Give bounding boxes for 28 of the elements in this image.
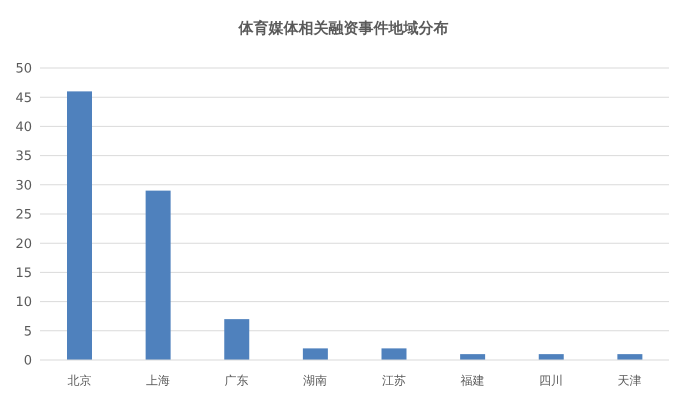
chart-title: 体育媒体相关融资事件地域分布 — [237, 18, 450, 39]
bar — [460, 354, 486, 360]
x-tick-label: 湖南 — [303, 374, 328, 388]
bar — [538, 354, 564, 360]
bar — [224, 319, 250, 360]
y-tick-label: 30 — [15, 178, 32, 194]
x-tick-label: 广东 — [224, 374, 249, 388]
y-tick-label: 25 — [15, 208, 32, 223]
x-tick-label: 天津 — [618, 374, 642, 388]
y-tick-label: 45 — [15, 90, 32, 106]
x-tick-label: 四川 — [539, 374, 564, 388]
y-tick-label: 10 — [15, 295, 32, 310]
y-tick-label: 0 — [24, 354, 32, 369]
bar — [67, 91, 92, 360]
x-tick-label: 上海 — [146, 374, 170, 388]
bar — [146, 190, 171, 360]
y-tick-label: 20 — [15, 236, 32, 252]
x-tick-label: 北京 — [67, 374, 92, 388]
x-tick-label: 福建 — [460, 374, 484, 388]
x-tick-label: 江苏 — [382, 374, 406, 388]
y-tick-label: 35 — [15, 149, 32, 164]
y-tick-label: 15 — [15, 266, 32, 282]
y-tick-label: 40 — [15, 120, 32, 136]
y-tick-label: 50 — [15, 62, 32, 77]
bar — [302, 348, 328, 360]
bar — [382, 348, 406, 360]
bar — [617, 354, 642, 360]
y-tick-label: 5 — [24, 324, 32, 340]
